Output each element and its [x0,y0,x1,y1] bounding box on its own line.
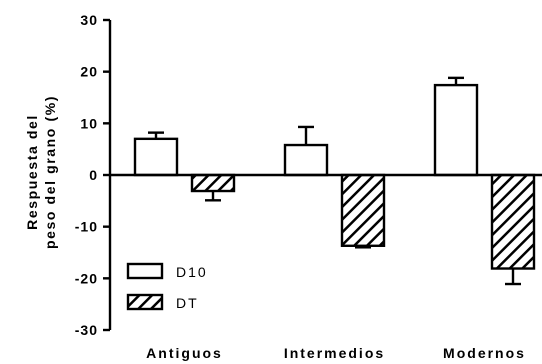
y-tick-label: -30 [75,322,98,338]
y-axis-title-line-1: Respuesta del [24,114,40,230]
y-tick-label: 0 [89,167,98,183]
y-axis-title: Respuesta del peso del grano (%) [24,95,58,249]
legend-label-d10: D10 [176,264,208,280]
legend-label-dt: DT [176,295,199,311]
y-tick-label: -10 [75,219,98,235]
bar-d10-modernos [433,83,479,177]
y-tick-label: -20 [75,270,98,286]
bar-dt-modernos [490,173,536,270]
x-category-label: Antiguos [146,345,223,361]
y-axis: 30 20 10 0 -10 -20 -30 [75,12,112,338]
error-bars [148,76,521,286]
x-category-label: Modernos [443,345,526,361]
y-tick-label: 20 [80,64,98,80]
x-category-label: Intermedios [284,345,385,361]
bar-d10-antiguos [133,137,179,177]
legend: D10 DT [126,262,208,311]
legend-swatch-dt [126,293,164,311]
bars [133,83,536,270]
y-axis-title-line-2: peso del grano (%) [42,95,58,249]
y-tick-label: 30 [80,12,98,28]
legend-swatch-d10 [126,262,164,280]
bar-dt-intermedios [340,173,386,247]
category-labels: Antiguos Intermedios Modernos [146,345,526,361]
bar-dt-antiguos [190,173,236,193]
y-tick-label: 10 [80,115,98,131]
bar-d10-intermedios [283,143,329,177]
